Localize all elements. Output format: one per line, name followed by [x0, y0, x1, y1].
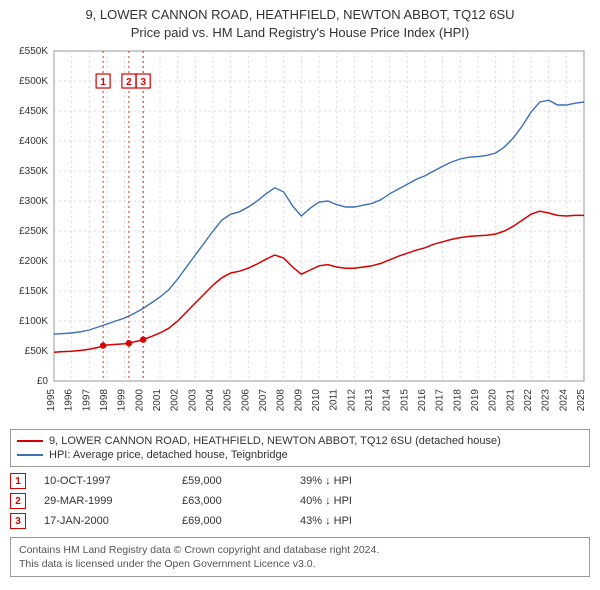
svg-text:1997: 1997 — [81, 389, 92, 412]
svg-text:3: 3 — [140, 77, 146, 88]
marker-legend-row-3: 3 17-JAN-2000 £69,000 43% ↓ HPI — [10, 511, 590, 531]
marker-legend: 1 10-OCT-1997 £59,000 39% ↓ HPI 2 29-MAR-1999… — [10, 471, 590, 531]
legend-swatch-property — [17, 440, 43, 442]
svg-text:£300K: £300K — [19, 196, 48, 207]
svg-text:£0: £0 — [37, 376, 49, 387]
svg-text:2: 2 — [126, 77, 132, 88]
svg-text:2003: 2003 — [187, 389, 198, 412]
svg-text:2025: 2025 — [576, 389, 587, 412]
chart-svg: £0 £50K £100K £150K £200K £250K £300K £350K £400… — [6, 43, 594, 423]
marker-legend-badge-2: 2 — [10, 493, 26, 509]
footer-line-2: This data is licensed under the Open Gov… — [19, 557, 581, 571]
svg-text:2024: 2024 — [558, 389, 569, 412]
footer-line-1: Contains HM Land Registry data © Crown c… — [19, 543, 581, 557]
svg-text:2016: 2016 — [417, 389, 428, 412]
svg-text:£500K: £500K — [19, 76, 48, 87]
marker-legend-delta-1: 39% ↓ HPI — [300, 475, 352, 487]
svg-text:£200K: £200K — [19, 256, 48, 267]
svg-text:2006: 2006 — [240, 389, 251, 412]
marker-legend-badge-1: 1 — [10, 473, 26, 489]
svg-text:£50K: £50K — [25, 346, 49, 357]
svg-text:2009: 2009 — [293, 389, 304, 412]
marker-legend-price-2: £63,000 — [182, 495, 282, 507]
svg-text:£550K: £550K — [19, 46, 48, 57]
marker-legend-price-3: £69,000 — [182, 515, 282, 527]
svg-text:1998: 1998 — [99, 389, 110, 412]
svg-text:2022: 2022 — [523, 389, 534, 412]
svg-text:£100K: £100K — [19, 316, 48, 327]
legend-swatch-hpi — [17, 454, 43, 456]
svg-text:2002: 2002 — [170, 389, 181, 412]
marker-legend-row-1: 1 10-OCT-1997 £59,000 39% ↓ HPI — [10, 471, 590, 491]
svg-text:£350K: £350K — [19, 166, 48, 177]
marker-legend-date-2: 29-MAR-1999 — [44, 495, 164, 507]
legend-row-hpi: HPI: Average price, detached house, Teig… — [17, 448, 583, 462]
svg-text:1: 1 — [100, 77, 106, 88]
svg-text:£400K: £400K — [19, 136, 48, 147]
marker-legend-badge-3: 3 — [10, 513, 26, 529]
legend-row-property: 9, LOWER CANNON ROAD, HEATHFIELD, NEWTON… — [17, 434, 583, 448]
svg-text:2007: 2007 — [258, 389, 269, 412]
marker-legend-price-1: £59,000 — [182, 475, 282, 487]
legend-label-hpi: HPI: Average price, detached house, Teig… — [49, 449, 288, 461]
chart-title-block: 9, LOWER CANNON ROAD, HEATHFIELD, NEWTON… — [0, 0, 600, 43]
marker-legend-date-1: 10-OCT-1997 — [44, 475, 164, 487]
marker-legend-date-3: 17-JAN-2000 — [44, 515, 164, 527]
svg-text:1999: 1999 — [117, 389, 128, 412]
svg-text:2011: 2011 — [329, 389, 340, 411]
marker-legend-delta-3: 43% ↓ HPI — [300, 515, 352, 527]
svg-text:2008: 2008 — [276, 389, 287, 412]
svg-text:2013: 2013 — [364, 389, 375, 412]
marker-legend-row-2: 2 29-MAR-1999 £63,000 40% ↓ HPI — [10, 491, 590, 511]
svg-text:2014: 2014 — [382, 389, 393, 412]
marker-point-1 — [100, 342, 106, 348]
svg-text:£450K: £450K — [19, 106, 48, 117]
legend-box: 9, LOWER CANNON ROAD, HEATHFIELD, NEWTON… — [10, 429, 590, 467]
marker-point-2 — [126, 340, 132, 346]
svg-text:2020: 2020 — [488, 389, 499, 412]
chart-area: £0 £50K £100K £150K £200K £250K £300K £350K £400… — [6, 43, 594, 423]
footer-box: Contains HM Land Registry data © Crown c… — [10, 537, 590, 577]
svg-text:2001: 2001 — [152, 389, 163, 412]
svg-text:£250K: £250K — [19, 226, 48, 237]
svg-text:£150K: £150K — [19, 286, 48, 297]
marker-legend-delta-2: 40% ↓ HPI — [300, 495, 352, 507]
svg-text:2023: 2023 — [541, 389, 552, 412]
svg-text:2004: 2004 — [205, 389, 216, 412]
svg-text:2010: 2010 — [311, 389, 322, 412]
svg-text:2018: 2018 — [452, 389, 463, 412]
svg-text:1996: 1996 — [64, 389, 75, 412]
svg-text:2015: 2015 — [399, 389, 410, 412]
svg-text:2017: 2017 — [435, 389, 446, 412]
legend-label-property: 9, LOWER CANNON ROAD, HEATHFIELD, NEWTON… — [49, 435, 501, 447]
svg-text:2012: 2012 — [346, 389, 357, 412]
svg-text:2021: 2021 — [505, 389, 516, 412]
title-line-2: Price paid vs. HM Land Registry's House … — [8, 24, 592, 42]
svg-text:2000: 2000 — [134, 389, 145, 412]
svg-text:2005: 2005 — [223, 389, 234, 412]
svg-text:2019: 2019 — [470, 389, 481, 412]
title-line-1: 9, LOWER CANNON ROAD, HEATHFIELD, NEWTON… — [8, 6, 592, 24]
marker-point-3 — [140, 336, 146, 342]
svg-text:1995: 1995 — [46, 389, 57, 412]
